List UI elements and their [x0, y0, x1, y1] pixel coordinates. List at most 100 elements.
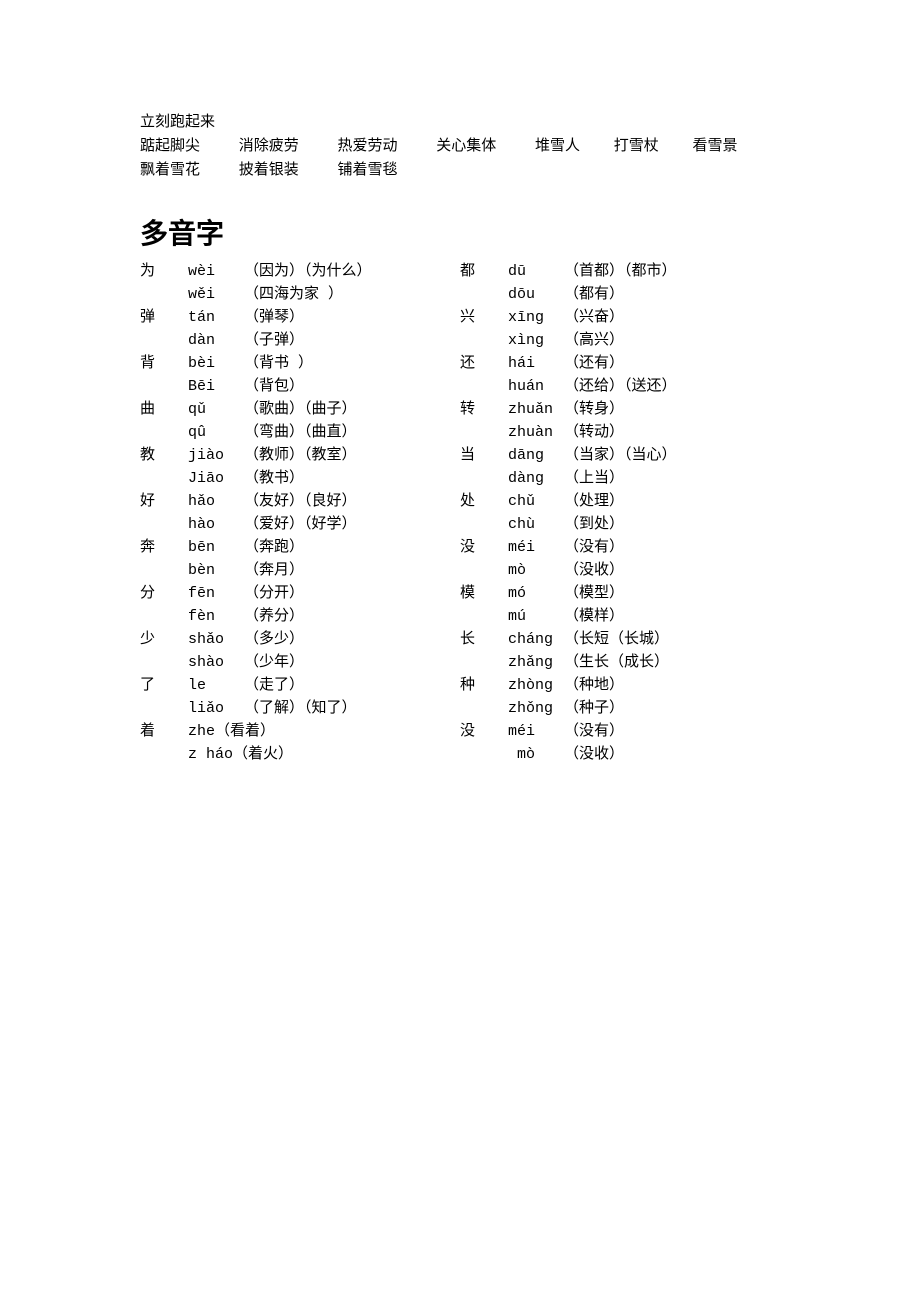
words-cell: （弯曲）（曲直） — [244, 421, 460, 444]
char-cell: 兴 — [460, 306, 508, 329]
pinyin-cell: bēn — [188, 536, 244, 559]
phrase: 打雪杖 — [614, 134, 689, 158]
entry-row: 长cháng（长短（长城） — [460, 628, 790, 651]
entry-row: 曲qǔ（歌曲）（曲子） — [140, 398, 460, 421]
entry-row: hào（爱好）（好学） — [140, 513, 460, 536]
pinyin-cell: chù — [508, 513, 564, 536]
char-cell — [140, 697, 188, 720]
char-cell — [460, 651, 508, 674]
pinyin-cell: fèn — [188, 605, 244, 628]
phrase: 堆雪人 — [535, 134, 610, 158]
entry-row: 背bèi（背书 ） — [140, 352, 460, 375]
char-cell: 模 — [460, 582, 508, 605]
phrase: 飘着雪花 — [140, 158, 235, 182]
entry-row: 分fēn（分开） — [140, 582, 460, 605]
phrase: 看雪景 — [693, 134, 738, 158]
words-cell: （转动） — [564, 421, 790, 444]
entry-row: wěi（四海为家 ） — [140, 283, 460, 306]
words-cell: （弹琴） — [244, 306, 460, 329]
words-cell: （因为）（为什么） — [244, 260, 460, 283]
words-cell: （模型） — [564, 582, 790, 605]
pinyin-cell: bèi — [188, 352, 244, 375]
words-cell: （分开） — [244, 582, 460, 605]
char-cell — [140, 467, 188, 490]
entry-row: Jiāo（教书） — [140, 467, 460, 490]
char-cell — [460, 605, 508, 628]
polyphone-columns: 为wèi（因为）（为什么）wěi（四海为家 ）弹tán（弹琴）dàn（子弹）背b… — [140, 260, 790, 766]
phrase-row-1: 踮起脚尖 消除疲劳 热爱劳动 关心集体 堆雪人 打雪杖 看雪景 — [140, 134, 790, 158]
char-cell: 还 — [460, 352, 508, 375]
words-cell: （背书 ） — [244, 352, 460, 375]
char-cell: 处 — [460, 490, 508, 513]
pinyin-cell: mò — [508, 743, 564, 766]
char-cell: 当 — [460, 444, 508, 467]
entry-row: 兴xīng（兴奋） — [460, 306, 790, 329]
words-cell: （奔月） — [244, 559, 460, 582]
entry-row: shào（少年） — [140, 651, 460, 674]
pinyin-cell: chǔ — [508, 490, 564, 513]
char-cell — [140, 605, 188, 628]
entry-row: 弹tán（弹琴） — [140, 306, 460, 329]
entry-row: 模mó（模型） — [460, 582, 790, 605]
char-cell: 好 — [140, 490, 188, 513]
pinyin-cell: mó — [508, 582, 564, 605]
section-heading: 多音字 — [140, 212, 790, 252]
char-cell — [460, 283, 508, 306]
entry-row: 当dāng（当家）（当心） — [460, 444, 790, 467]
words-cell: （奔跑） — [244, 536, 460, 559]
entry-row: zhǎng（生长（成长） — [460, 651, 790, 674]
pinyin-cell: zhuàn — [508, 421, 564, 444]
pinyin-cell: huán — [508, 375, 564, 398]
words-cell: （兴奋） — [564, 306, 790, 329]
char-cell: 少 — [140, 628, 188, 651]
char-cell: 没 — [460, 536, 508, 559]
entry-row: 了le（走了） — [140, 674, 460, 697]
phrase: 热爱劳动 — [338, 134, 433, 158]
char-cell: 转 — [460, 398, 508, 421]
entry-row: xìng（高兴） — [460, 329, 790, 352]
words-cell: （养分） — [244, 605, 460, 628]
words-cell: （少年） — [244, 651, 460, 674]
pinyin-cell: dàng — [508, 467, 564, 490]
words-cell: （都有） — [564, 283, 790, 306]
pinyin-cell: qǔ — [188, 398, 244, 421]
pinyin-cell: qû — [188, 421, 244, 444]
char-cell: 分 — [140, 582, 188, 605]
entry-row: 处chǔ（处理） — [460, 490, 790, 513]
words-cell: （教师）（教室） — [244, 444, 460, 467]
phrase: 踮起脚尖 — [140, 134, 235, 158]
words-cell: （没收） — [564, 559, 790, 582]
top-line: 立刻跑起来 — [140, 110, 790, 134]
pinyin-cell: dàn — [188, 329, 244, 352]
char-cell — [140, 283, 188, 306]
words-cell: （到处） — [564, 513, 790, 536]
char-cell — [140, 421, 188, 444]
char-cell — [460, 329, 508, 352]
entry-row: mò（没收） — [460, 743, 790, 766]
pinyin-cell: méi — [508, 720, 564, 743]
words-cell: （当家）（当心） — [564, 444, 790, 467]
entry-row: liǎo（了解）（知了） — [140, 697, 460, 720]
pinyin-cell: wěi — [188, 283, 244, 306]
entry-row: Bēi（背包） — [140, 375, 460, 398]
words-cell: （种地） — [564, 674, 790, 697]
char-cell — [460, 697, 508, 720]
char-cell — [140, 743, 188, 766]
words-cell: （还给）（送还） — [564, 375, 790, 398]
entry-row: mú（模样） — [460, 605, 790, 628]
words-cell: （模样） — [564, 605, 790, 628]
char-cell — [460, 467, 508, 490]
words-cell: （长短（长城） — [564, 628, 790, 651]
pinyin-cell: Bēi — [188, 375, 244, 398]
char-cell: 了 — [140, 674, 188, 697]
pinyin-cell: dāng — [508, 444, 564, 467]
char-cell: 着 — [140, 720, 188, 743]
char-cell: 背 — [140, 352, 188, 375]
words-cell: （了解）（知了） — [244, 697, 460, 720]
words-cell: （上当） — [564, 467, 790, 490]
entry-row: bèn（奔月） — [140, 559, 460, 582]
words-cell: （处理） — [564, 490, 790, 513]
words-cell: （多少） — [244, 628, 460, 651]
char-cell — [140, 329, 188, 352]
words-cell: （背包） — [244, 375, 460, 398]
